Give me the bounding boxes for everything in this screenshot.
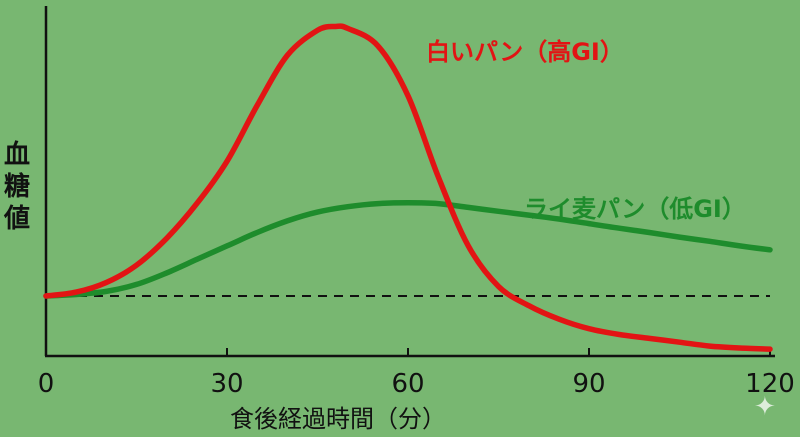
y-axis-label-char-1: 血 [4, 140, 31, 170]
x-axis-label: 食後経過時間（分） [230, 405, 446, 433]
sparkle-icon: ✦ [754, 392, 776, 422]
x-tick-label: 120 [745, 369, 795, 399]
x-tick-label: 30 [210, 369, 243, 399]
series-label-rye-bread: ライ麦パン（低GI） [524, 195, 746, 223]
series-line-rye-bread [43, 200, 773, 299]
x-tick-label: 90 [572, 369, 605, 399]
series-line-white-bread [43, 23, 773, 352]
y-axis-label-char-2: 糖 [4, 172, 31, 202]
x-tick-label: 0 [38, 369, 55, 399]
y-axis-label-char-3: 値 [4, 204, 31, 234]
series-label-white-bread: 白いパン（高GI） [426, 38, 624, 66]
x-tick-label: 60 [391, 369, 424, 399]
